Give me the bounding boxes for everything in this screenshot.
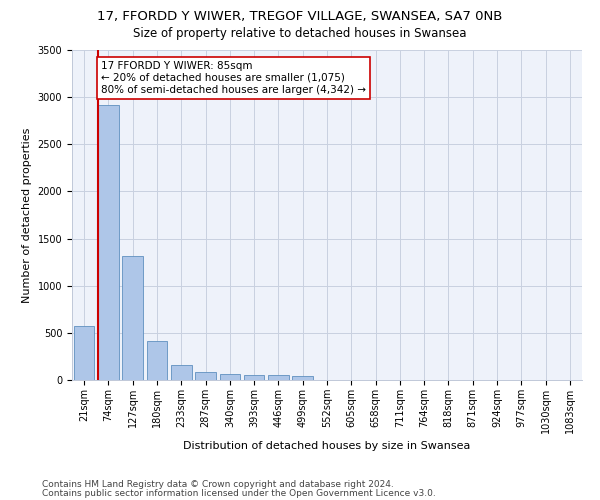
Bar [146, 342, 167, 380]
Text: Contains public sector information licensed under the Open Government Licence v3: Contains public sector information licen… [42, 489, 436, 498]
Bar [220, 374, 240, 380]
Y-axis label: Number of detached properties: Number of detached properties [22, 128, 32, 302]
Bar [195, 372, 216, 380]
Bar [122, 256, 143, 380]
Bar [268, 376, 289, 380]
X-axis label: Distribution of detached houses by size in Swansea: Distribution of detached houses by size … [184, 441, 470, 451]
Text: Size of property relative to detached houses in Swansea: Size of property relative to detached ho… [133, 28, 467, 40]
Bar [98, 104, 119, 380]
Text: Contains HM Land Registry data © Crown copyright and database right 2024.: Contains HM Land Registry data © Crown c… [42, 480, 394, 489]
Bar [74, 326, 94, 380]
Bar [244, 375, 265, 380]
Bar [171, 366, 191, 380]
Bar [292, 376, 313, 380]
Text: 17, FFORDD Y WIWER, TREGOF VILLAGE, SWANSEA, SA7 0NB: 17, FFORDD Y WIWER, TREGOF VILLAGE, SWAN… [97, 10, 503, 23]
Text: 17 FFORDD Y WIWER: 85sqm
← 20% of detached houses are smaller (1,075)
80% of sem: 17 FFORDD Y WIWER: 85sqm ← 20% of detach… [101, 62, 366, 94]
